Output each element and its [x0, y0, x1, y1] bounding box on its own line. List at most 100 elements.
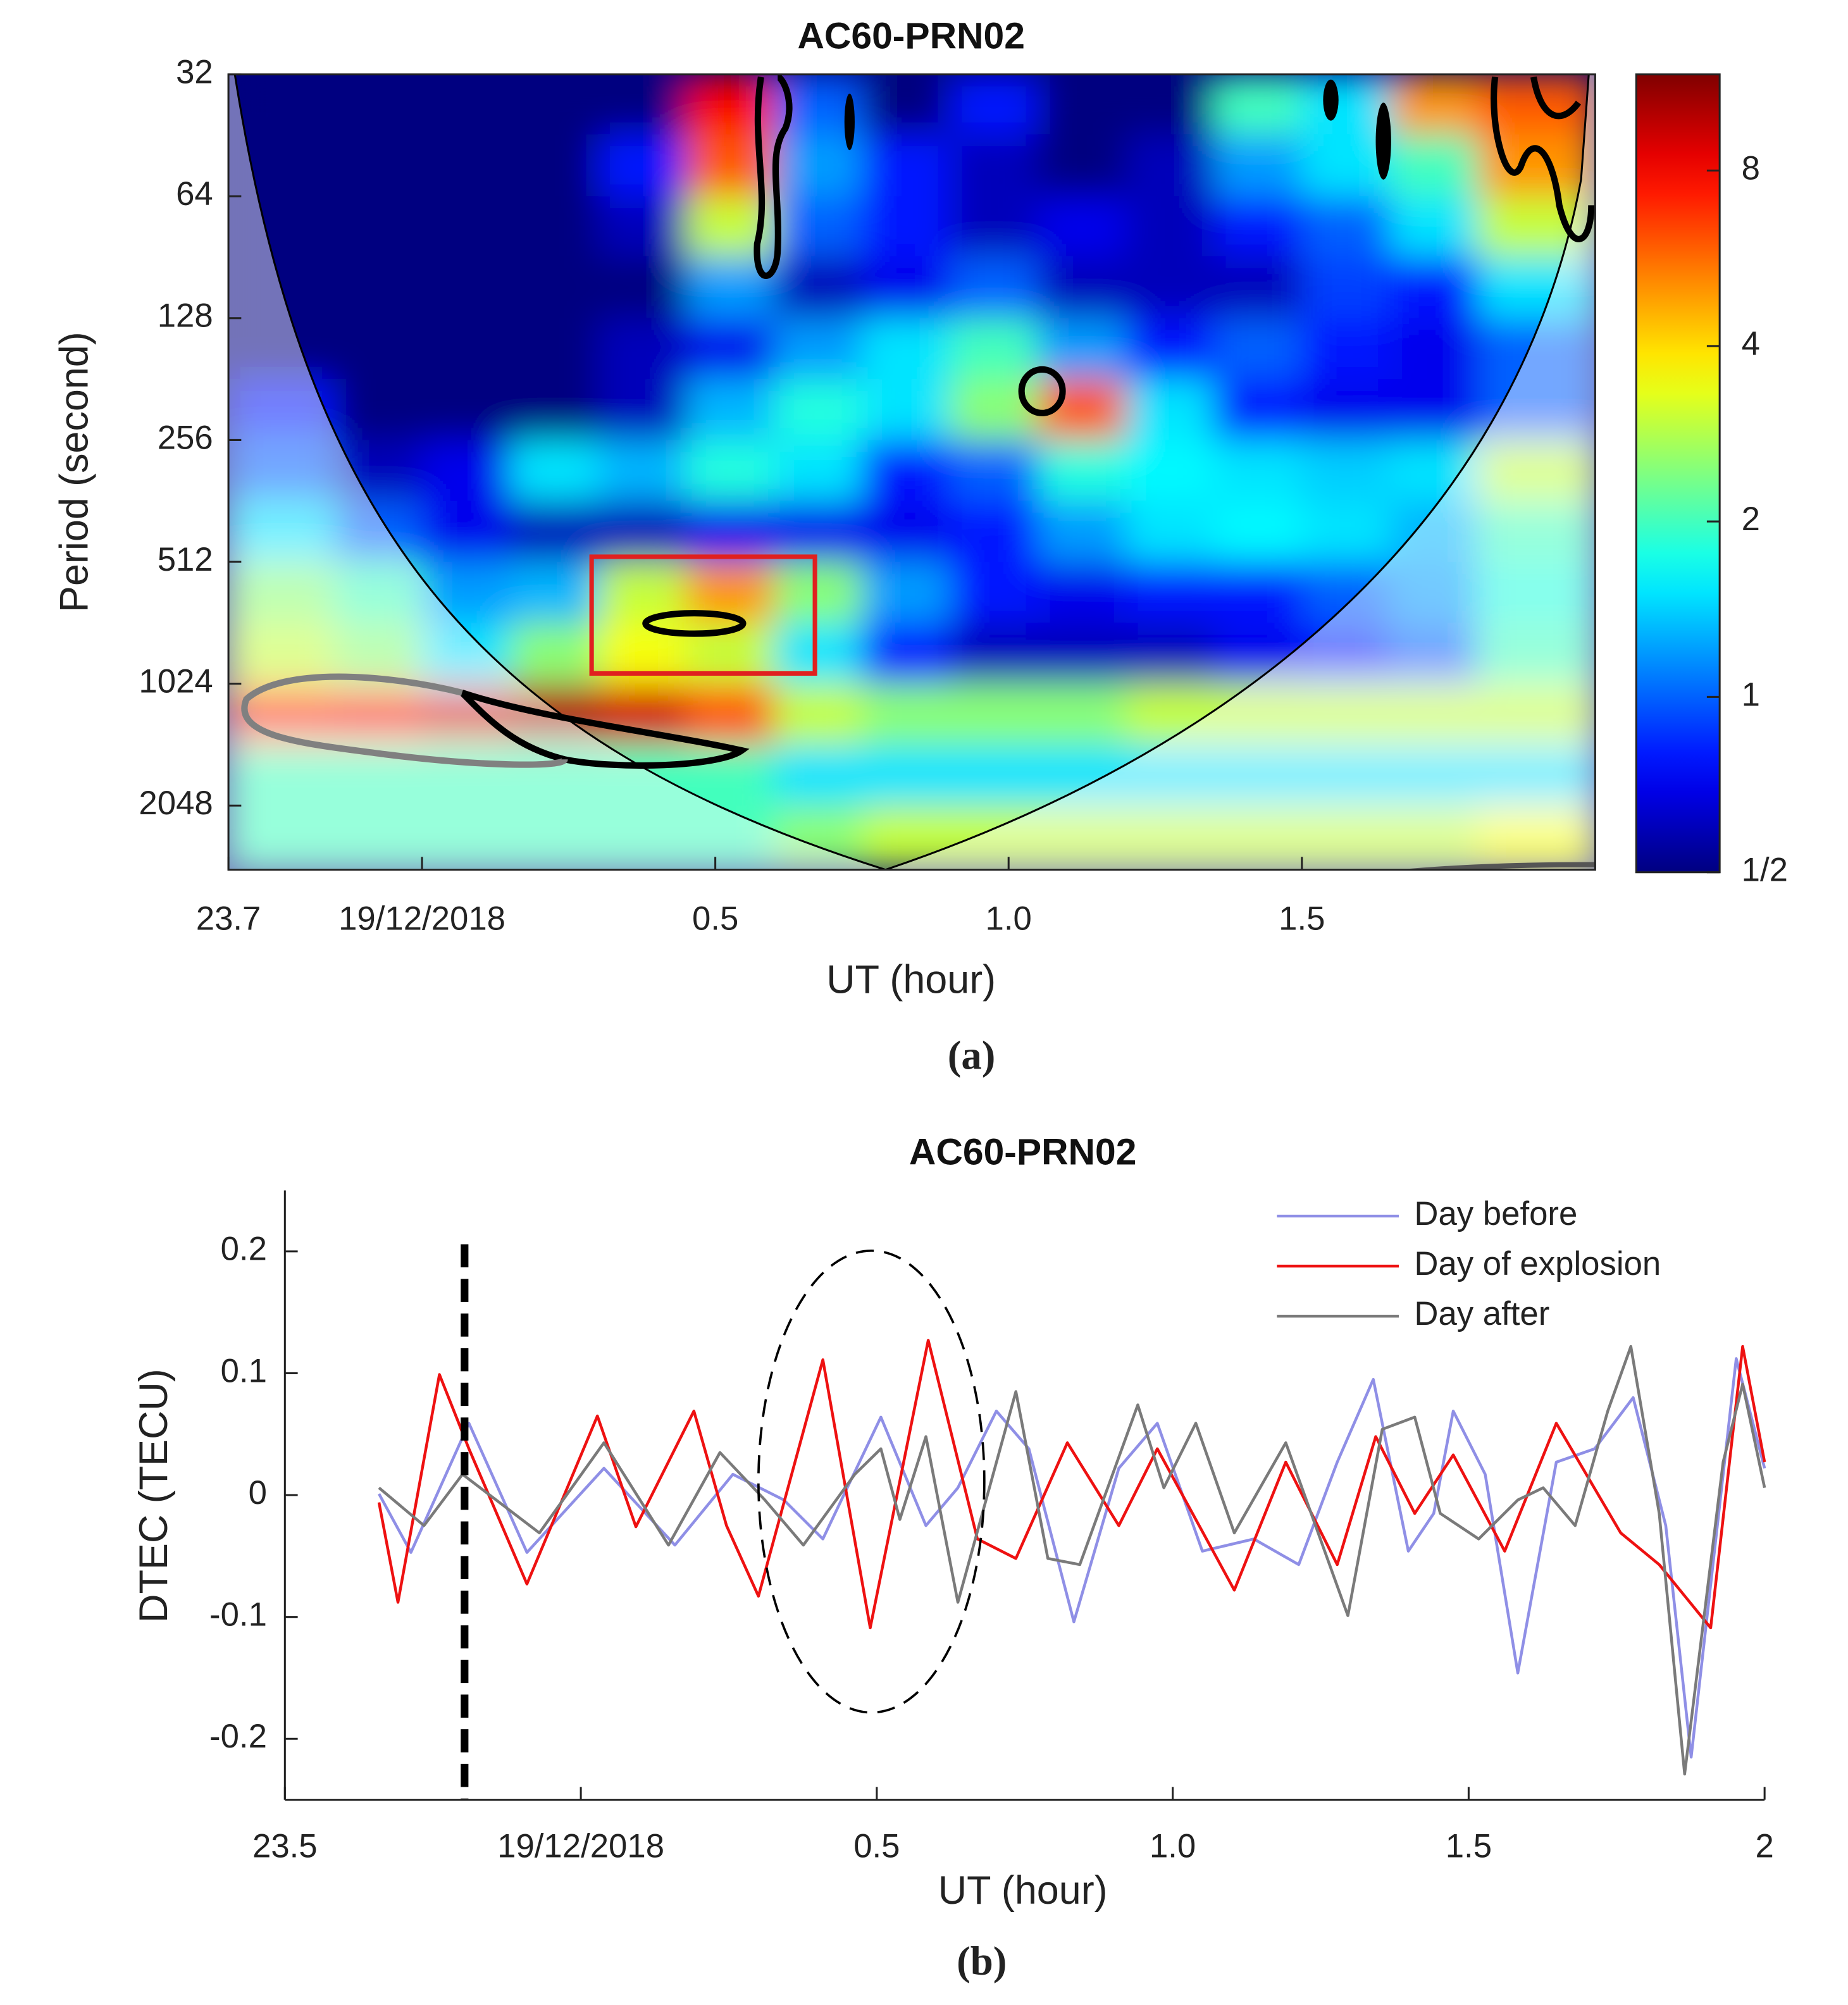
- contour: [1018, 366, 1066, 416]
- heatmap-cell: [950, 379, 1039, 441]
- x-tick-label: 0.5: [853, 1828, 900, 1865]
- heatmap-cell: [1126, 256, 1215, 319]
- caption: (a): [948, 1033, 996, 1079]
- heatmap-cell: [774, 562, 863, 624]
- heatmap-cell: [422, 134, 511, 197]
- heatmap-cell: [950, 500, 1039, 563]
- heatmap-cell: [1301, 379, 1391, 441]
- heatmap-cell: [228, 744, 335, 807]
- heatmap-cell: [950, 744, 1039, 807]
- heatmap-cell: [1301, 318, 1391, 380]
- heatmap-cell: [1038, 683, 1127, 745]
- highlight-box: [589, 554, 817, 676]
- heatmap-cell: [510, 74, 599, 135]
- heatmap-cell: [422, 805, 511, 870]
- heatmap-cell: [598, 440, 687, 502]
- heatmap-cell: [1126, 74, 1215, 135]
- heatmap-cell: [774, 318, 863, 380]
- heatmap-cell: [1038, 805, 1127, 870]
- y-tick-label: 32: [176, 54, 213, 91]
- heatmap-cell: [598, 805, 687, 870]
- heatmap-cell: [774, 744, 863, 807]
- y-tick-label: -0.2: [209, 1718, 267, 1755]
- heatmap-cell: [1126, 805, 1215, 870]
- data-line: [377, 1339, 1766, 1630]
- heatmap-cell: [333, 134, 423, 197]
- cone-of-influence: [228, 74, 1596, 870]
- heatmap-cell: [228, 623, 335, 685]
- heatmap-cell: [1038, 256, 1127, 319]
- y-tick-label: 512: [158, 541, 213, 578]
- heatmap-cell: [510, 623, 599, 685]
- heatmap-cell: [1126, 744, 1215, 807]
- heatmap-cell: [510, 379, 599, 441]
- heatmap-cell: [333, 256, 423, 319]
- colorbar-tick-label: 4: [1742, 325, 1760, 363]
- heatmap-cell: [1389, 134, 1479, 197]
- heatmap-cell: [598, 318, 687, 380]
- heatmap-cell: [228, 134, 335, 197]
- heatmap-cell: [422, 256, 511, 319]
- heatmap-cell: [1213, 562, 1303, 624]
- heatmap-cell: [1301, 440, 1391, 502]
- heatmap-cell: [1301, 744, 1391, 807]
- heatmap-cell: [333, 805, 423, 870]
- heatmap-cell: [774, 196, 863, 257]
- x-tick-label: 1.5: [1279, 900, 1325, 938]
- heatmap-cell: [862, 196, 951, 257]
- heatmap-cell: [510, 134, 599, 197]
- heatmap-cell: [950, 74, 1039, 135]
- heatmap-cell: [950, 623, 1039, 685]
- legend-label: Day after: [1414, 1295, 1549, 1332]
- heatmap-cell: [1213, 683, 1303, 745]
- heatmap-cell: [1038, 744, 1127, 807]
- heatmap-cell: [686, 318, 775, 380]
- x-tick-label: 23.5: [252, 1828, 318, 1865]
- heatmap-cell: [1038, 74, 1127, 135]
- heatmap-cell: [950, 256, 1039, 319]
- x-axis-label: UT (hour): [938, 1868, 1108, 1913]
- heatmap-cell: [422, 562, 511, 624]
- heatmap-cell: [1038, 562, 1127, 624]
- heatmap-cell: [333, 74, 423, 135]
- heatmap-cell: [1213, 134, 1303, 197]
- heatmap-cell: [1477, 318, 1596, 380]
- y-axis-label: DTEC (TECU): [132, 1369, 176, 1622]
- heatmap-cell: [598, 256, 687, 319]
- y-tick-label: 64: [176, 175, 213, 213]
- heatmap-cell: [1126, 562, 1215, 624]
- heatmap-cell: [862, 256, 951, 319]
- heatmap-cell: [950, 134, 1039, 197]
- y-tick-label: 256: [158, 419, 213, 456]
- heatmap-cell: [1126, 379, 1215, 441]
- heatmap-cell: [598, 379, 687, 441]
- x-tick-label: 1.5: [1446, 1828, 1492, 1865]
- heatmap-cell: [598, 196, 687, 257]
- heatmap: [228, 74, 1596, 870]
- heatmap-cell: [1038, 134, 1127, 197]
- heatmap-cell: [228, 500, 335, 563]
- heatmap-cell: [333, 196, 423, 257]
- heatmap-cell: [1389, 623, 1479, 685]
- heatmap-cell: [1477, 623, 1596, 685]
- heatmap-cell: [1213, 744, 1303, 807]
- heatmap-cell: [1213, 623, 1303, 685]
- heatmap-cell: [422, 74, 511, 135]
- heatmap-cell: [1213, 318, 1303, 380]
- y-tick-label: 0.1: [221, 1352, 267, 1389]
- heatmap-cell: [1038, 623, 1127, 685]
- heatmap-clip: [228, 74, 1596, 870]
- heatmap-cell: [862, 623, 951, 685]
- heatmap-cell: [686, 500, 775, 563]
- heatmap-cell: [1126, 623, 1215, 685]
- y-tick-label: 0.2: [221, 1231, 267, 1268]
- heatmap-cell: [774, 379, 863, 441]
- heatmap-cell: [422, 440, 511, 502]
- heatmap-cell: [228, 562, 335, 624]
- heatmap-cell: [1389, 379, 1479, 441]
- heatmap-cell: [333, 440, 423, 502]
- heatmap-cell: [774, 440, 863, 502]
- heatmap-cell: [1389, 440, 1479, 502]
